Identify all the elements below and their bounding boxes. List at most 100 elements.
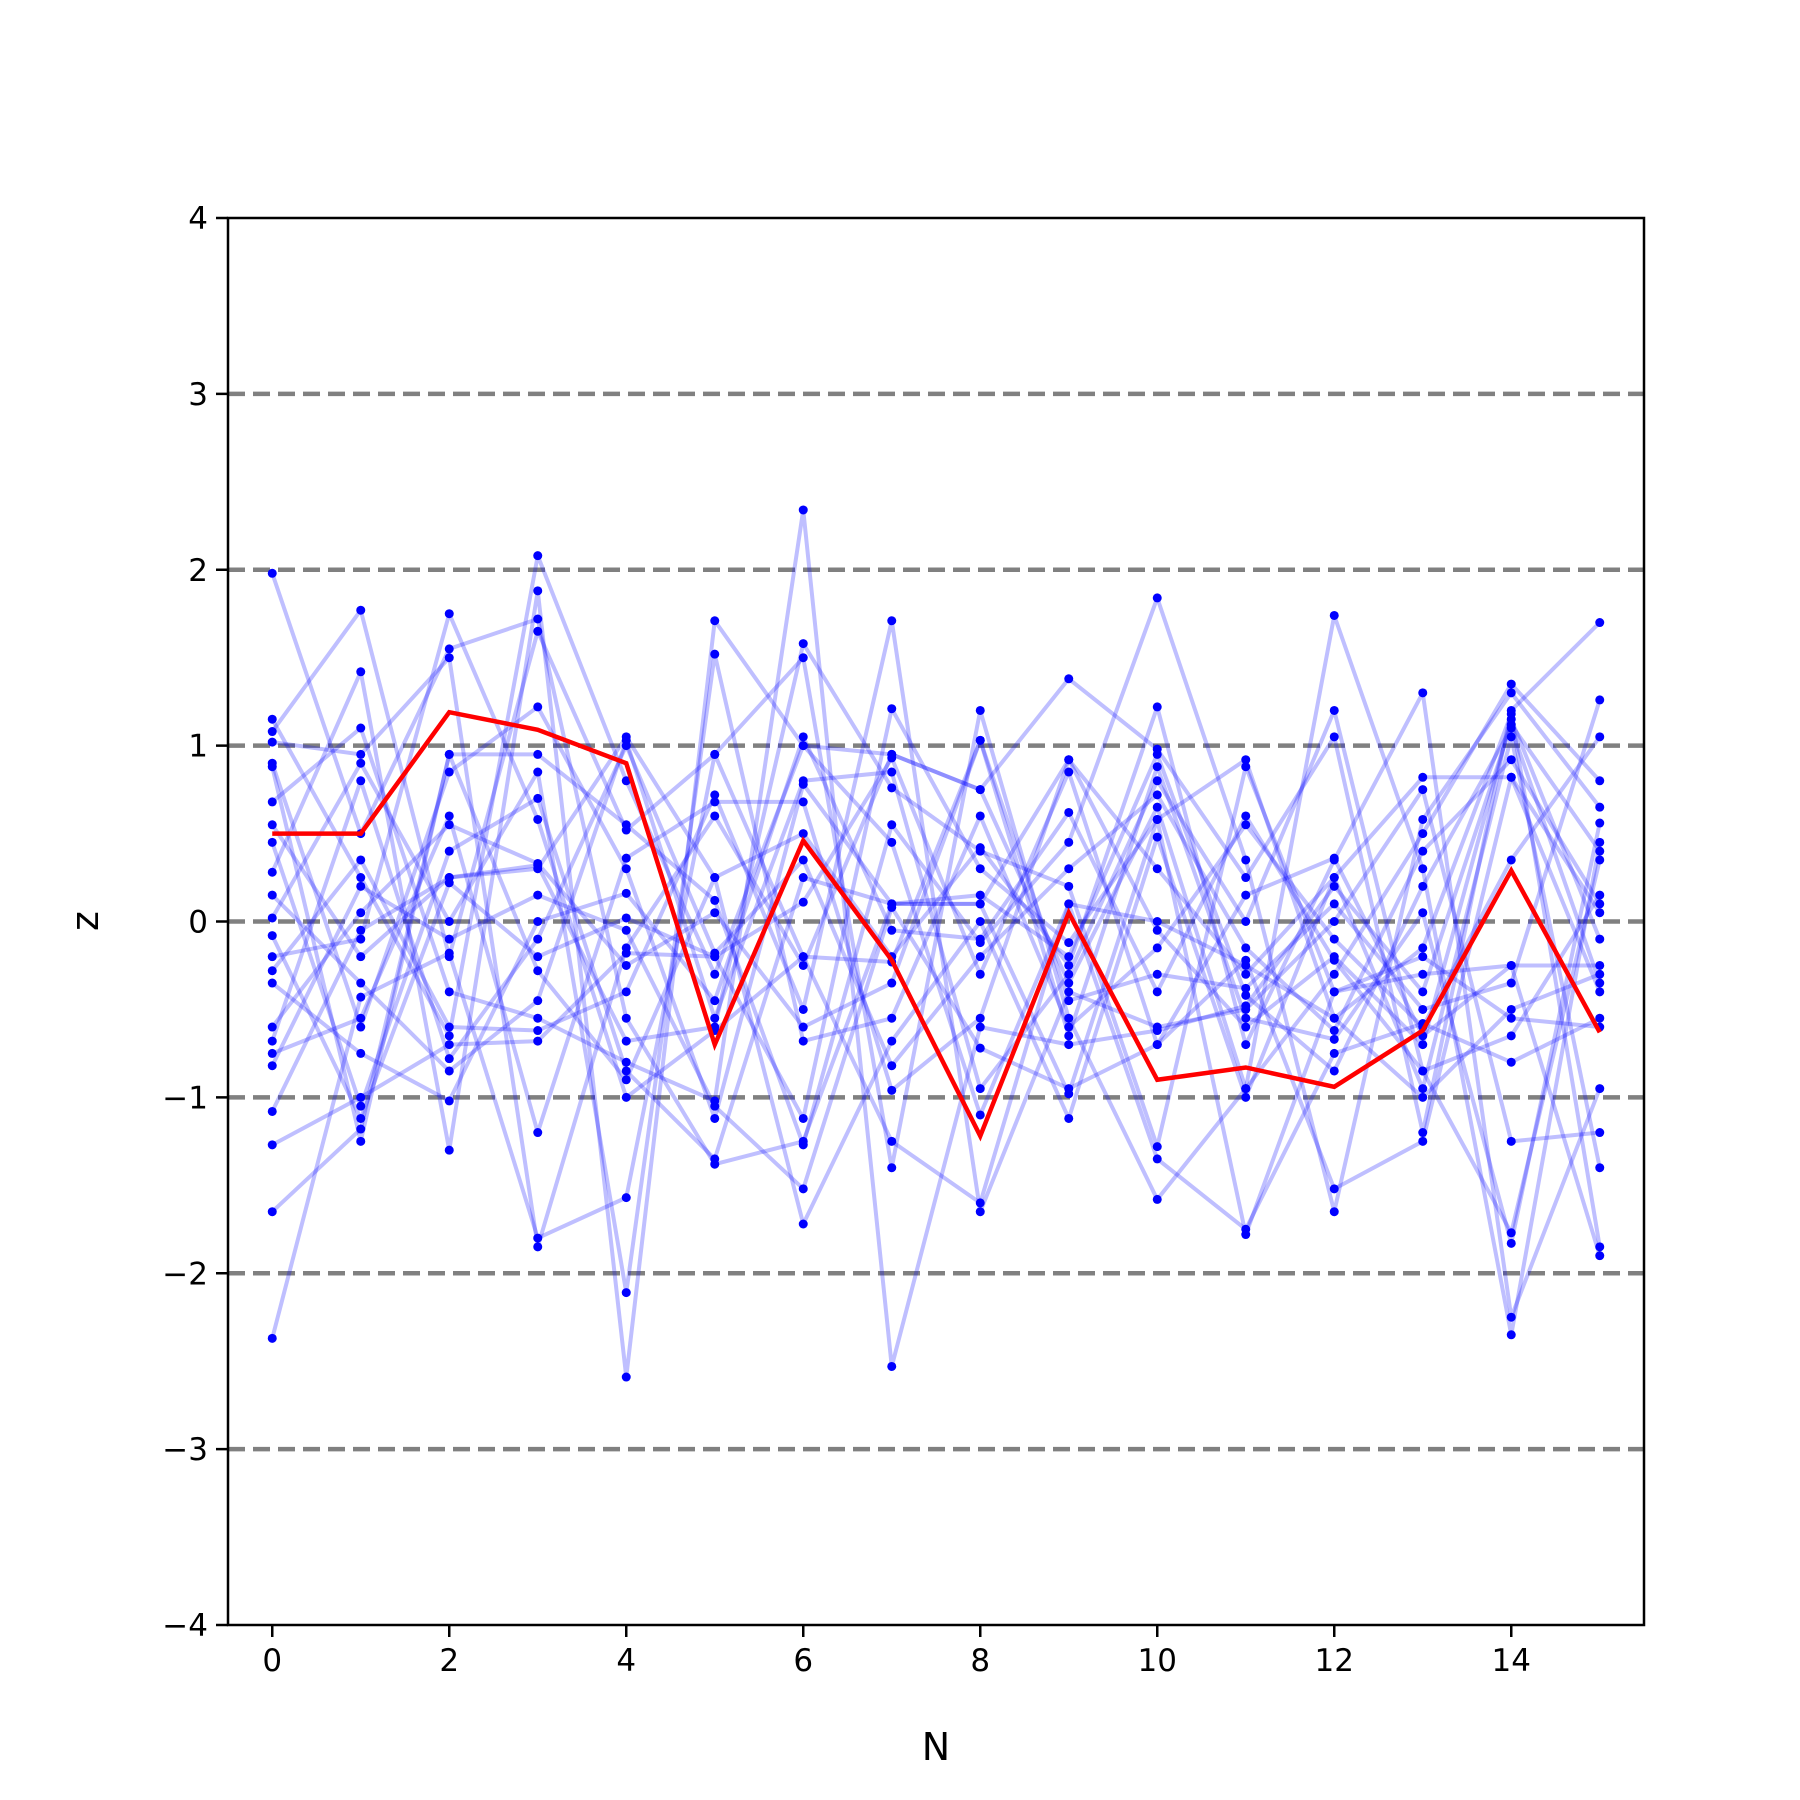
data-point [356, 605, 366, 615]
data-point [444, 987, 454, 997]
data-point [1418, 785, 1428, 795]
trace-line [270, 752, 1601, 1339]
data-point [798, 873, 808, 883]
data-point [1595, 1163, 1605, 1173]
data-point [1595, 890, 1605, 900]
data-point [1418, 814, 1428, 824]
data-point [975, 917, 985, 926]
data-point [1329, 853, 1339, 863]
data-point [975, 1013, 985, 1023]
data-point [1064, 899, 1074, 909]
data-point [444, 767, 454, 777]
data-point [1418, 1066, 1428, 1076]
data-point [1064, 881, 1074, 891]
data-point [975, 890, 985, 900]
data-point [1064, 952, 1074, 962]
data-point [356, 1013, 366, 1023]
data-point [1506, 732, 1516, 742]
trace-line [270, 775, 1602, 1191]
data-point [710, 616, 720, 626]
data-point [975, 785, 985, 795]
highlight-series [272, 709, 1602, 1142]
data-point [1595, 1242, 1605, 1252]
data-point [710, 908, 720, 918]
data-point [267, 1022, 277, 1032]
data-point [1241, 855, 1251, 865]
y-tick-label: 0 [188, 905, 208, 941]
data-point [1506, 679, 1516, 689]
data-point [798, 505, 808, 515]
y-tick-label: 1 [188, 729, 208, 765]
data-point [975, 705, 985, 715]
data-point [887, 1136, 897, 1146]
trace-line [270, 734, 1602, 1227]
data-point [887, 837, 897, 847]
data-point [356, 978, 366, 988]
data-point [1329, 934, 1339, 944]
data-point [1152, 749, 1162, 759]
x-tick-label: 10 [1138, 1643, 1177, 1679]
data-point [1595, 978, 1605, 988]
data-point [533, 586, 543, 596]
data-point [1595, 818, 1605, 828]
data-point [1064, 1013, 1074, 1023]
data-point [444, 1040, 454, 1050]
data-point [533, 1233, 543, 1243]
data-point [621, 1288, 631, 1298]
data-point [1595, 837, 1605, 847]
data-point [887, 783, 897, 793]
data-point [1506, 1312, 1516, 1322]
data-point [1506, 1057, 1516, 1067]
trace-line [270, 690, 1602, 1320]
data-point [1064, 755, 1074, 765]
data-point [621, 1036, 631, 1046]
data-point [887, 616, 897, 626]
data-point [1595, 855, 1605, 865]
data-point [1241, 755, 1251, 765]
data-point [267, 737, 277, 747]
data-point [1506, 714, 1516, 724]
data-point [975, 1207, 985, 1217]
data-point [444, 873, 454, 883]
data-point [1418, 1004, 1428, 1014]
data-point [1064, 674, 1074, 684]
data-point [533, 551, 543, 561]
data-point [356, 1048, 366, 1058]
data-point [267, 1048, 277, 1058]
data-point [975, 952, 985, 962]
data-point [1329, 1066, 1339, 1076]
data-point [710, 996, 720, 1006]
data-point [710, 790, 720, 800]
x-tick-label: 0 [262, 1643, 282, 1679]
data-point [444, 917, 454, 926]
data-point [1241, 969, 1251, 979]
data-point [1064, 1113, 1074, 1123]
trace-line [270, 507, 1602, 1369]
data-point [798, 829, 808, 839]
data-point [621, 925, 631, 935]
data-point [1152, 1142, 1162, 1152]
data-point [1418, 1092, 1428, 1102]
data-point [887, 978, 897, 988]
data-point [1506, 1031, 1516, 1041]
data-point [1152, 969, 1162, 979]
data-point [533, 626, 543, 636]
data-point [1329, 899, 1339, 909]
trace-line [271, 621, 1602, 1249]
data-point [621, 960, 631, 970]
data-point [1506, 755, 1516, 765]
data-point [1064, 996, 1074, 1006]
data-point [356, 1101, 366, 1111]
data-point [444, 1096, 454, 1106]
data-point [1241, 955, 1251, 965]
data-point [975, 846, 985, 856]
data-point [1064, 1022, 1074, 1032]
data-point [975, 1198, 985, 1208]
data-point [1329, 881, 1339, 891]
trace-line [270, 652, 1602, 1295]
data-point [533, 767, 543, 777]
data-point [444, 1031, 454, 1041]
y-axis-label: z [63, 911, 107, 931]
data-point [975, 934, 985, 944]
data-point [533, 749, 543, 759]
